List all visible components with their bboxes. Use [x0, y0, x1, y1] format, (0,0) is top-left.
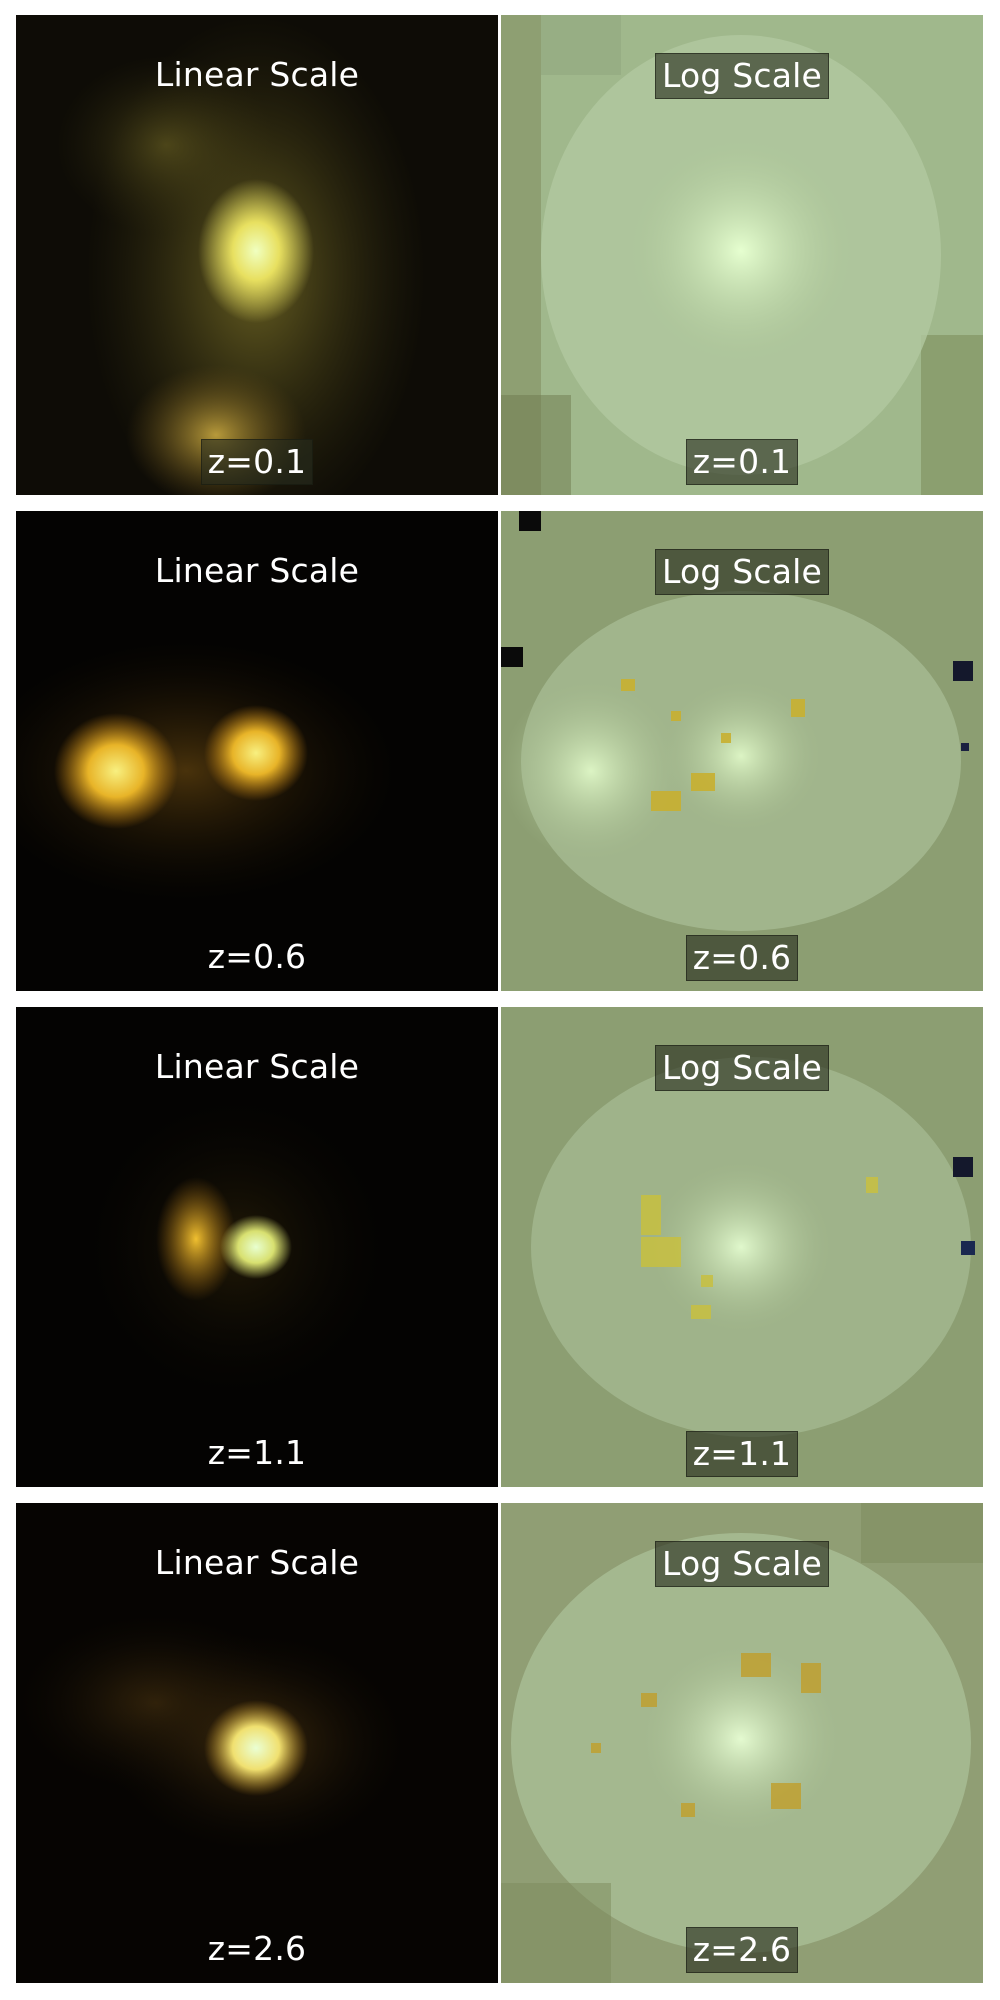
log-image-row-3: [501, 1007, 983, 1487]
linear-image-row-4: [16, 1503, 498, 1983]
log-panel-row-4: Log Scale z=2.6: [501, 1503, 983, 1983]
linear-panel-row-4: Linear Scale z=2.6: [16, 1503, 498, 1983]
linear-image-row-3: [16, 1007, 498, 1487]
log-panel-row-3: Log Scale z=1.1: [501, 1007, 983, 1487]
log-panel-row-1: Log Scale z=0.1: [501, 15, 983, 495]
log-image-row-1: [501, 15, 983, 495]
linear-panel-row-3: Linear Scale z=1.1: [16, 1007, 498, 1487]
log-panel-row-2: Log Scale z=0.6: [501, 511, 983, 991]
linear-image-row-1: [16, 15, 498, 495]
linear-panel-row-2: Linear Scale z=0.6: [16, 511, 498, 991]
linear-panel-row-1: Linear Scale z=0.1: [16, 15, 498, 495]
log-image-row-2: [501, 511, 983, 991]
linear-image-row-2: [16, 511, 498, 991]
log-image-row-4: [501, 1503, 983, 1983]
